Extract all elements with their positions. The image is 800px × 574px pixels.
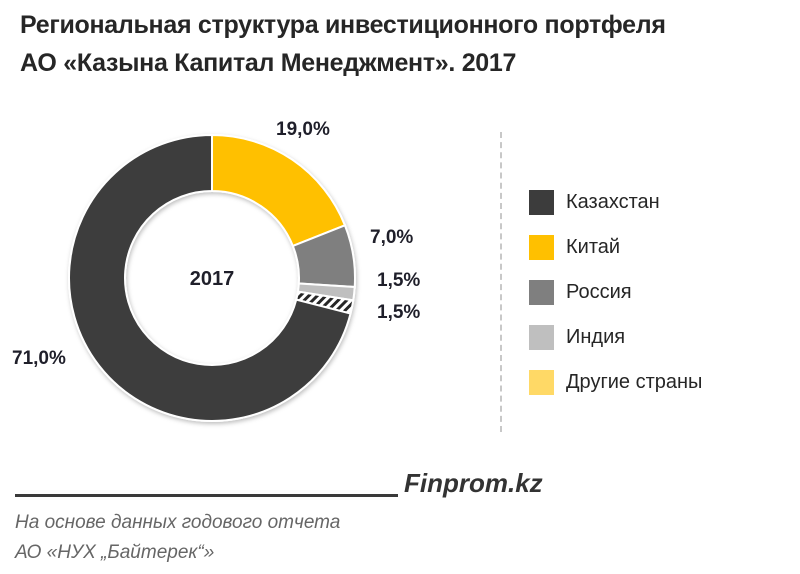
value-label-india: 1,5% [377,270,420,291]
legend-swatch-china [529,235,554,260]
slice-china [211,133,347,248]
center-label: 2017 [190,268,235,290]
legend-item-kazakhstan: Казахстан [529,180,702,225]
legend-item-other: Другие страны [529,360,702,405]
legend-label: Индия [566,326,626,348]
legend-divider [500,132,502,432]
source-line-2: АО «НУХ „Байтерек“» [15,542,215,563]
value-label-russia: 7,0% [370,227,413,248]
source-line-1: На основе данных годового отчета [15,512,341,533]
legend-swatch-india [529,325,554,350]
legend-label: Другие страны [566,371,703,393]
legend-item-china: Китай [529,225,702,270]
chart-title-line2: АО «Казына Капитал Менеджмент». 2017 [20,49,517,77]
chart-title-line1: Региональная структура инвестиционного п… [20,11,666,39]
chart-title: Региональная структура инвестиционного п… [20,6,666,82]
legend-label: Казахстан [566,191,660,213]
brand-logo-text: Finprom.kz [404,468,543,498]
value-label-china: 19,0% [276,119,330,140]
footer-rule [15,494,398,497]
legend: Казахстан Китай Россия Индия Другие стра… [529,180,702,405]
source-note: На основе данных годового отчета АО «НУХ… [15,508,340,568]
legend-item-russia: Россия [529,270,702,315]
legend-label: Россия [566,281,632,303]
slice-kazakhstan [68,133,352,422]
legend-swatch-kazakhstan [529,190,554,215]
donut-slices [68,133,356,422]
legend-swatch-russia [529,280,554,305]
value-label-other: 1,5% [377,302,420,323]
legend-item-india: Индия [529,315,702,360]
legend-label: Китай [566,236,621,258]
value-label-kazakhstan: 71,0% [12,348,66,369]
legend-swatch-other [529,370,554,395]
